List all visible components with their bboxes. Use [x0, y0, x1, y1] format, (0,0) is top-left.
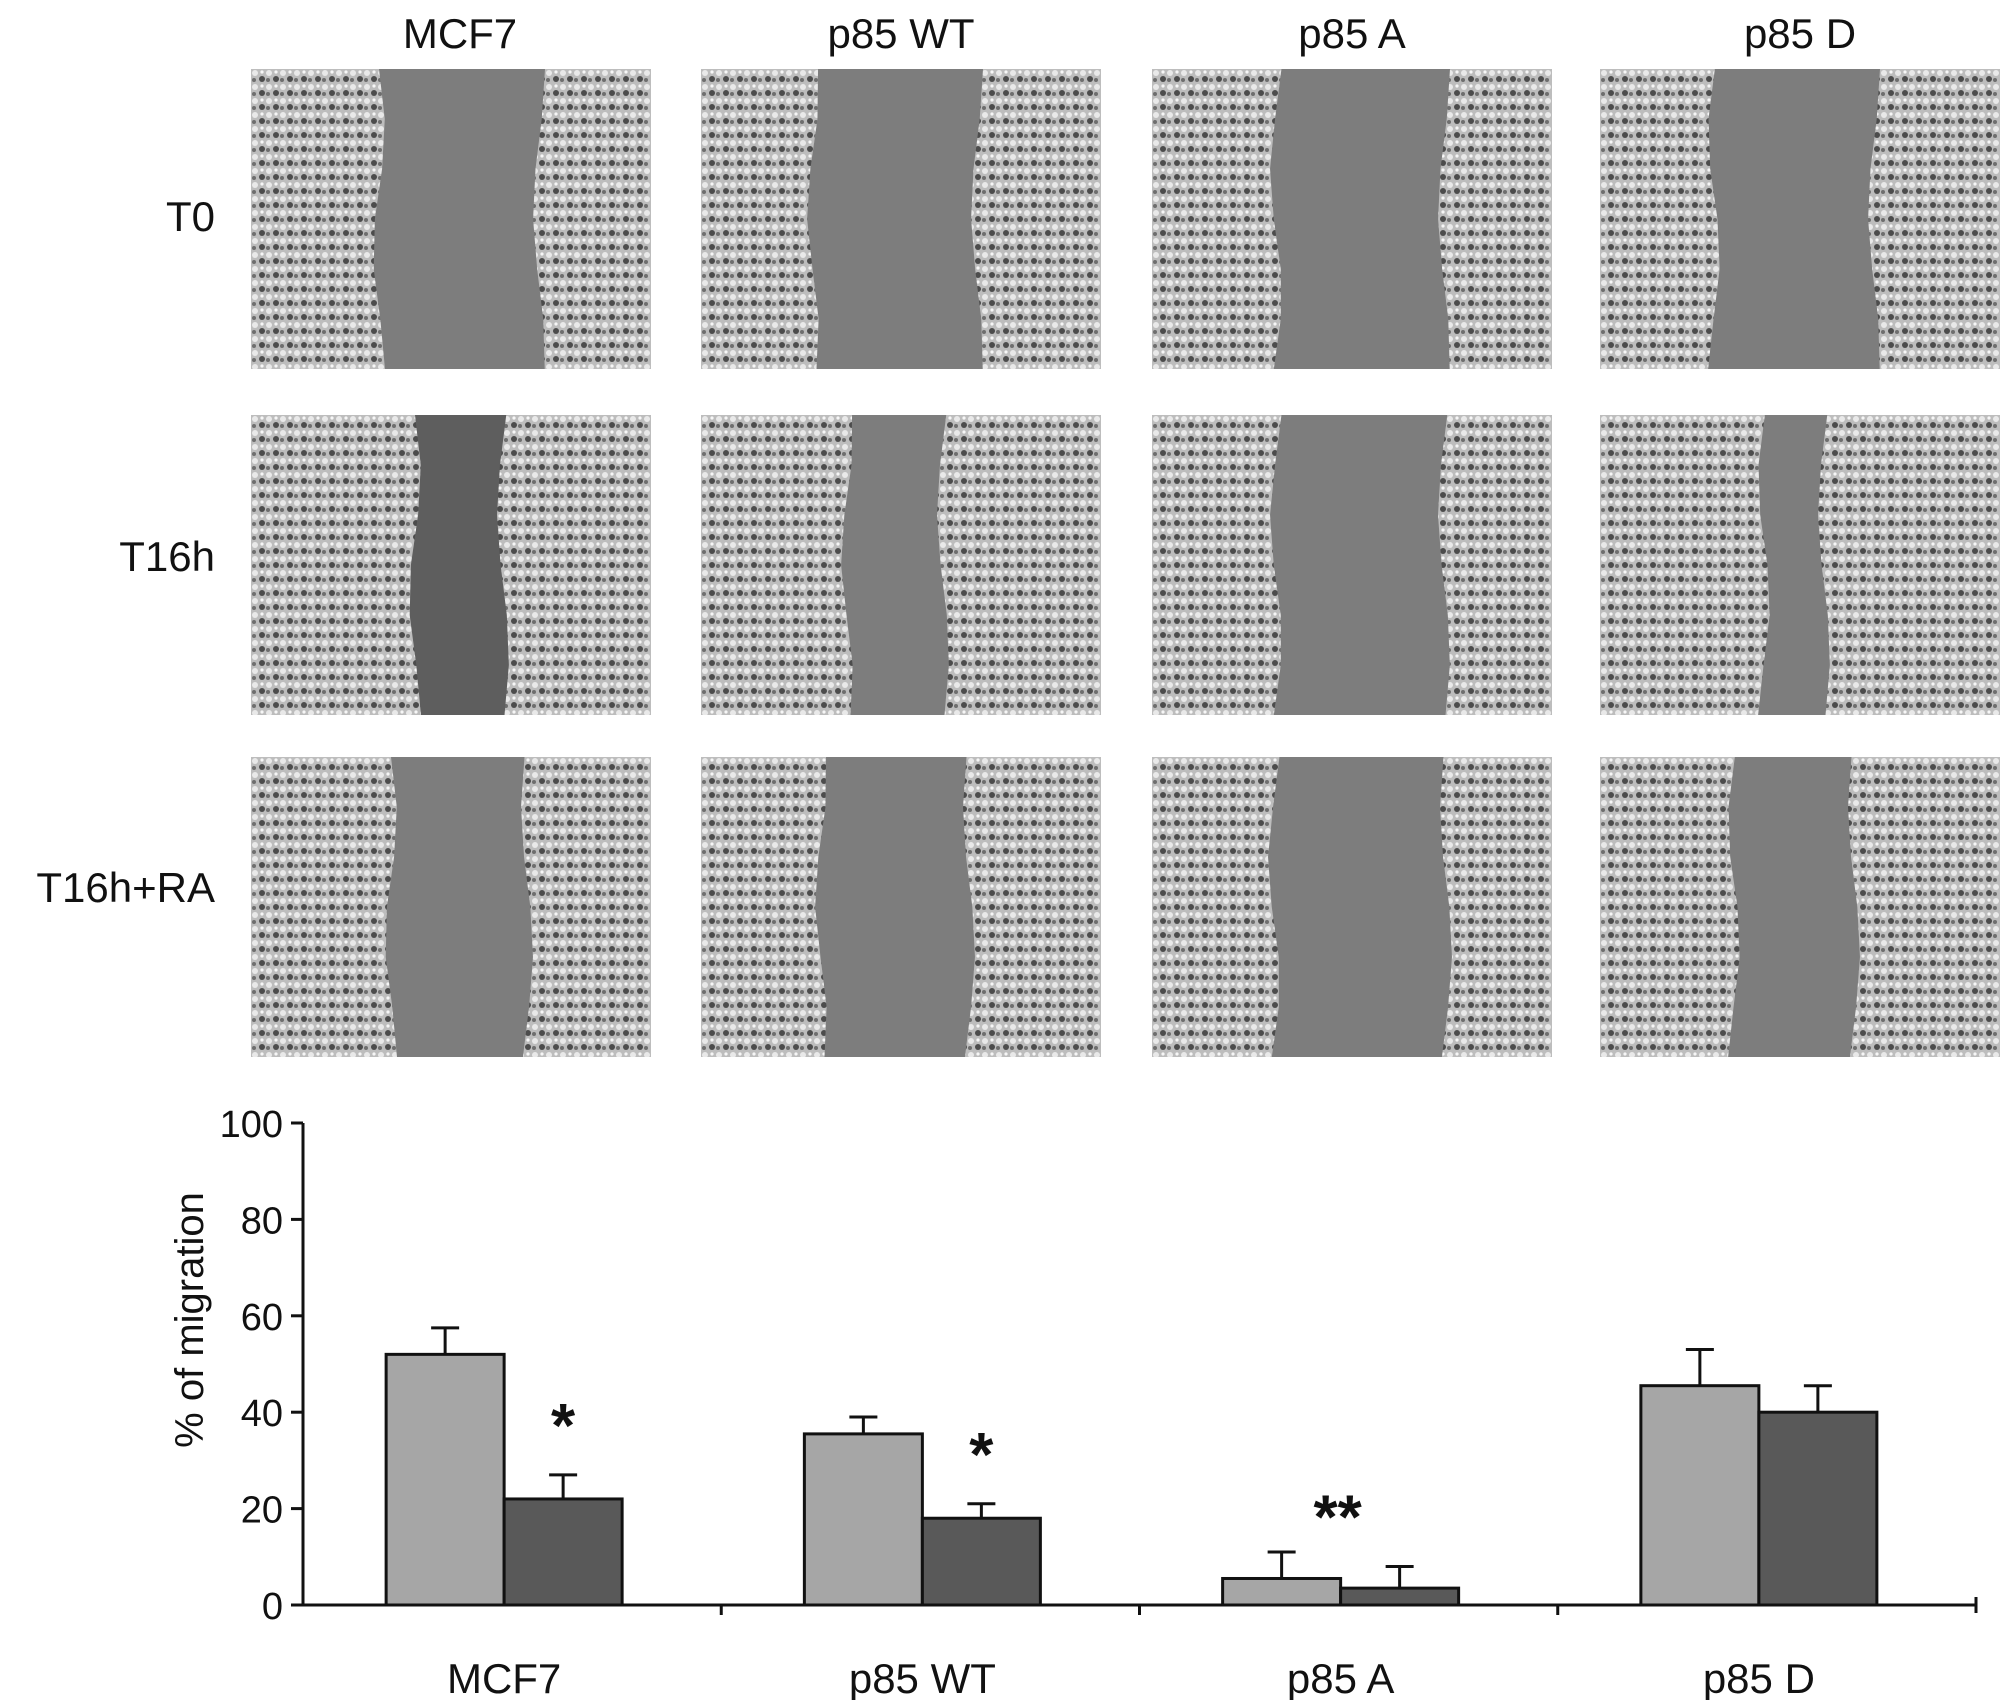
micrograph-p85-wt-t16h-ra — [701, 757, 1101, 1057]
micrograph-p85-d-t16h-ra — [1600, 757, 2000, 1057]
bar — [1221, 1576, 1343, 1607]
row-label-t16h-ra: T16h+RA — [36, 864, 215, 911]
significance-marker: * — [969, 1421, 994, 1490]
y-tick-label: 100 — [220, 1104, 283, 1146]
significance-marker: * — [551, 1392, 576, 1461]
micrograph-p85-a-t16h — [1152, 415, 1552, 715]
column-label-p85-wt: p85 WT — [827, 10, 975, 57]
bar — [920, 1516, 1042, 1607]
row-label-t0: T0 — [165, 193, 215, 240]
y-tick-label: 60 — [241, 1297, 283, 1339]
micrograph-p85-d-t16h — [1600, 415, 2000, 715]
row-label-t16h: T16h — [119, 533, 215, 580]
significance-marker: ** — [1313, 1483, 1362, 1552]
micrograph-p85-d-t0 — [1600, 69, 2000, 369]
micrograph-mcf7-t16h — [251, 415, 651, 715]
bar — [802, 1432, 924, 1607]
y-tick-label: 80 — [241, 1200, 283, 1242]
chart-error-bars — [431, 1326, 1832, 1589]
micrograph-p85-a-t16h-ra — [1152, 757, 1552, 1057]
x-axis-labels: MCF7 p85 WT p85 A p85 D — [447, 1655, 1815, 1700]
column-label-mcf7: MCF7 — [402, 10, 518, 57]
y-axis-title: % of migration — [168, 1192, 212, 1448]
bar — [1639, 1384, 1761, 1607]
chart-annotations: * *** — [551, 1392, 1363, 1553]
bar — [502, 1497, 624, 1607]
x-tick-label: p85 WT — [849, 1655, 996, 1700]
micrograph-mcf7-t0 — [251, 69, 651, 369]
column-label-p85-d: p85 D — [1743, 10, 1857, 57]
y-tick-label: 40 — [241, 1393, 283, 1435]
micrograph-mcf7-t16h-ra — [251, 757, 651, 1057]
micrograph-p85-wt-t0 — [701, 69, 1101, 369]
y-tick-label: 20 — [241, 1490, 283, 1532]
x-tick-label: MCF7 — [447, 1655, 561, 1700]
chart-bars — [384, 1352, 1879, 1607]
y-tick-label: 0 — [262, 1586, 283, 1628]
micrograph-p85-a-t0 — [1152, 69, 1552, 369]
bar — [1339, 1586, 1461, 1607]
y-axis-ticks: 0 20 40 60 80 100 — [220, 1104, 303, 1628]
x-tick-label: p85 A — [1287, 1655, 1394, 1700]
bar — [1757, 1410, 1879, 1607]
micrograph-p85-wt-t16h — [701, 415, 1101, 715]
bar — [384, 1352, 506, 1607]
column-label-p85-a: p85 A — [1298, 10, 1406, 57]
x-tick-label: p85 D — [1703, 1655, 1815, 1700]
